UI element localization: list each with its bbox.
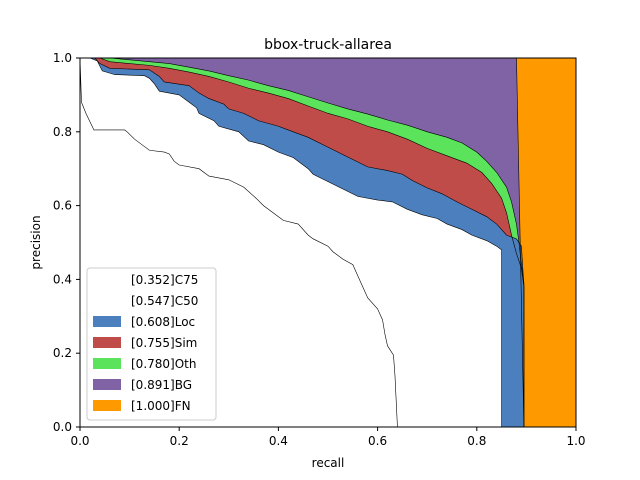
y-tick-label: 0.4: [53, 272, 72, 286]
legend-swatch-0-352-c75: [93, 274, 121, 285]
y-tick-label: 0.6: [53, 199, 72, 213]
boundary-0-352-c75: [79, 57, 398, 428]
x-tick-label: 0.2: [170, 434, 189, 448]
x-axis-ticks: 0.0 0.2 0.4 0.6 0.8 1.0: [70, 427, 586, 448]
legend-label-0-891-bg: [0.891]BG: [131, 378, 192, 392]
legend-label-0-608-loc: [0.608]Loc: [131, 315, 195, 329]
legend-label-0-780-oth: [0.780]Oth: [131, 357, 196, 371]
legend-swatch-1-000-fn: [93, 400, 121, 411]
legend-swatch-0-608-loc: [93, 316, 121, 327]
plot-frame: [79, 57, 577, 428]
boundary-0-755-sim: [80, 57, 525, 427]
y-axis-label: precision: [29, 215, 43, 269]
boundary-0-547-c50: [80, 57, 502, 427]
legend: [0.352]C75 [0.547]C50 [0.608]Loc [0.755]Sim…: [86, 267, 217, 421]
legend-label-0-352-c75: [0.352]C75: [131, 273, 198, 287]
legend-swatch-0-755-sim: [93, 337, 121, 348]
y-tick-label: 0.8: [53, 125, 72, 139]
x-tick-label: 0.6: [368, 434, 387, 448]
y-tick-label: 0.0: [53, 420, 72, 434]
y-tick-label: 1.0: [53, 51, 72, 65]
chart-title: bbox-truck-allarea: [264, 37, 392, 53]
legend-label-0-755-sim: [0.755]Sim: [131, 336, 197, 350]
area-boundary-lines: [79, 57, 525, 428]
legend-label-0-547-c50: [0.547]C50: [131, 294, 198, 308]
x-tick-label: 0.4: [269, 434, 288, 448]
legend-label-1-000-fn: [1.000]FN: [131, 399, 191, 413]
legend-swatch-0-780-oth: [93, 358, 121, 369]
legend-swatch-0-891-bg: [93, 379, 121, 390]
boundary-0-608-loc: [80, 57, 525, 427]
y-axis-ticks: 0.0 0.2 0.4 0.6 0.8 1.0: [53, 51, 80, 434]
x-tick-label: 0.0: [70, 434, 89, 448]
x-tick-label: 0.8: [467, 434, 486, 448]
x-axis-label: recall: [312, 456, 345, 470]
legend-swatch-0-547-c50: [93, 295, 121, 306]
x-tick-label: 1.0: [566, 434, 585, 448]
y-tick-label: 0.2: [53, 346, 72, 360]
